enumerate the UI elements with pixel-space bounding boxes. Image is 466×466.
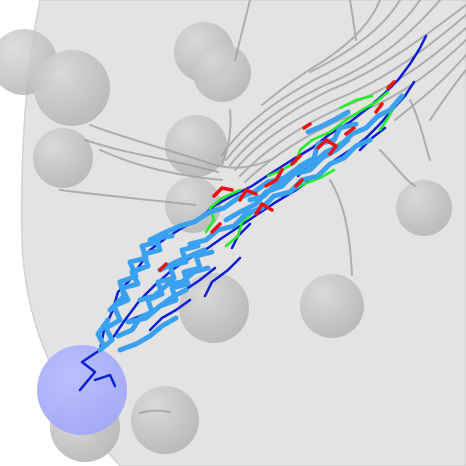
sphere [34, 50, 110, 126]
sphere [396, 180, 452, 236]
sphere [33, 128, 93, 188]
source-sphere [37, 345, 127, 435]
sphere [300, 274, 364, 338]
sphere [179, 273, 249, 343]
sphere [193, 44, 251, 102]
gray-axon-bundle [59, 0, 466, 414]
sphere [165, 115, 227, 177]
sphere [131, 386, 199, 454]
light-blue-track-cloud [95, 93, 405, 353]
red-track-segments [158, 80, 396, 272]
